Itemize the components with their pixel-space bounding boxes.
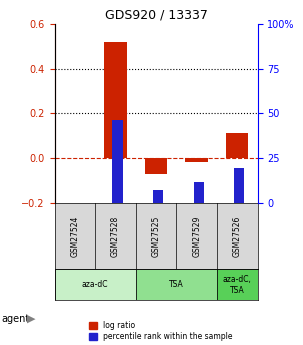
Text: GSM27525: GSM27525 [152,215,161,257]
Text: TSA: TSA [169,280,184,289]
Text: GSM27526: GSM27526 [233,215,242,257]
Text: aza-dC,
TSA: aza-dC, TSA [223,275,252,295]
Text: ▶: ▶ [27,314,36,324]
Text: GSM27529: GSM27529 [192,215,201,257]
Bar [185,158,208,162]
Bar [153,190,163,203]
FancyBboxPatch shape [55,269,136,300]
Bar [145,158,167,174]
FancyBboxPatch shape [136,269,217,300]
Bar [194,182,204,203]
Text: GSM27528: GSM27528 [111,215,120,257]
Bar [226,134,248,158]
Legend: log ratio, percentile rank within the sample: log ratio, percentile rank within the sa… [89,321,232,341]
Bar [104,42,127,158]
Bar [112,120,122,203]
Text: GSM27524: GSM27524 [70,215,79,257]
Text: aza-dC: aza-dC [82,280,108,289]
Text: agent: agent [2,314,30,324]
Title: GDS920 / 13337: GDS920 / 13337 [105,9,208,22]
Bar [234,168,244,203]
FancyBboxPatch shape [217,269,258,300]
